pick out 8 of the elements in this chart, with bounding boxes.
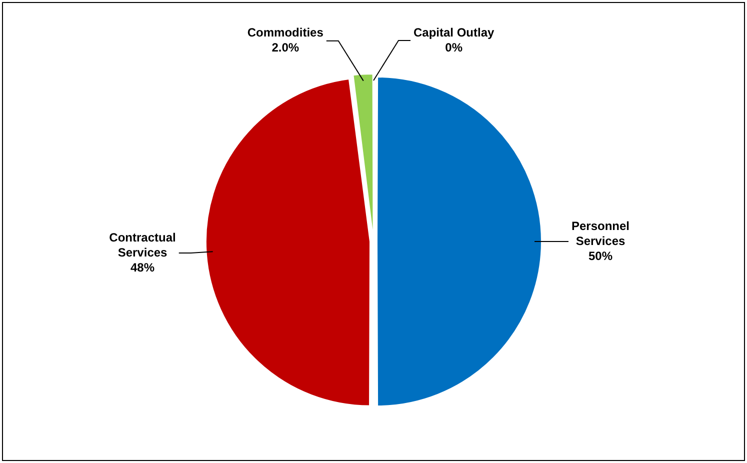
category-label: Capital Outlay [414, 25, 494, 40]
data-label: 48% [130, 260, 155, 274]
slice-label: Commodities [247, 26, 324, 40]
data-label: 2.0% [272, 40, 300, 55]
slice-label: Personnel Services [571, 218, 630, 248]
slice-label: Contractual Services [109, 230, 176, 260]
text: 0% [445, 40, 463, 54]
data-label: 50% [588, 248, 613, 263]
